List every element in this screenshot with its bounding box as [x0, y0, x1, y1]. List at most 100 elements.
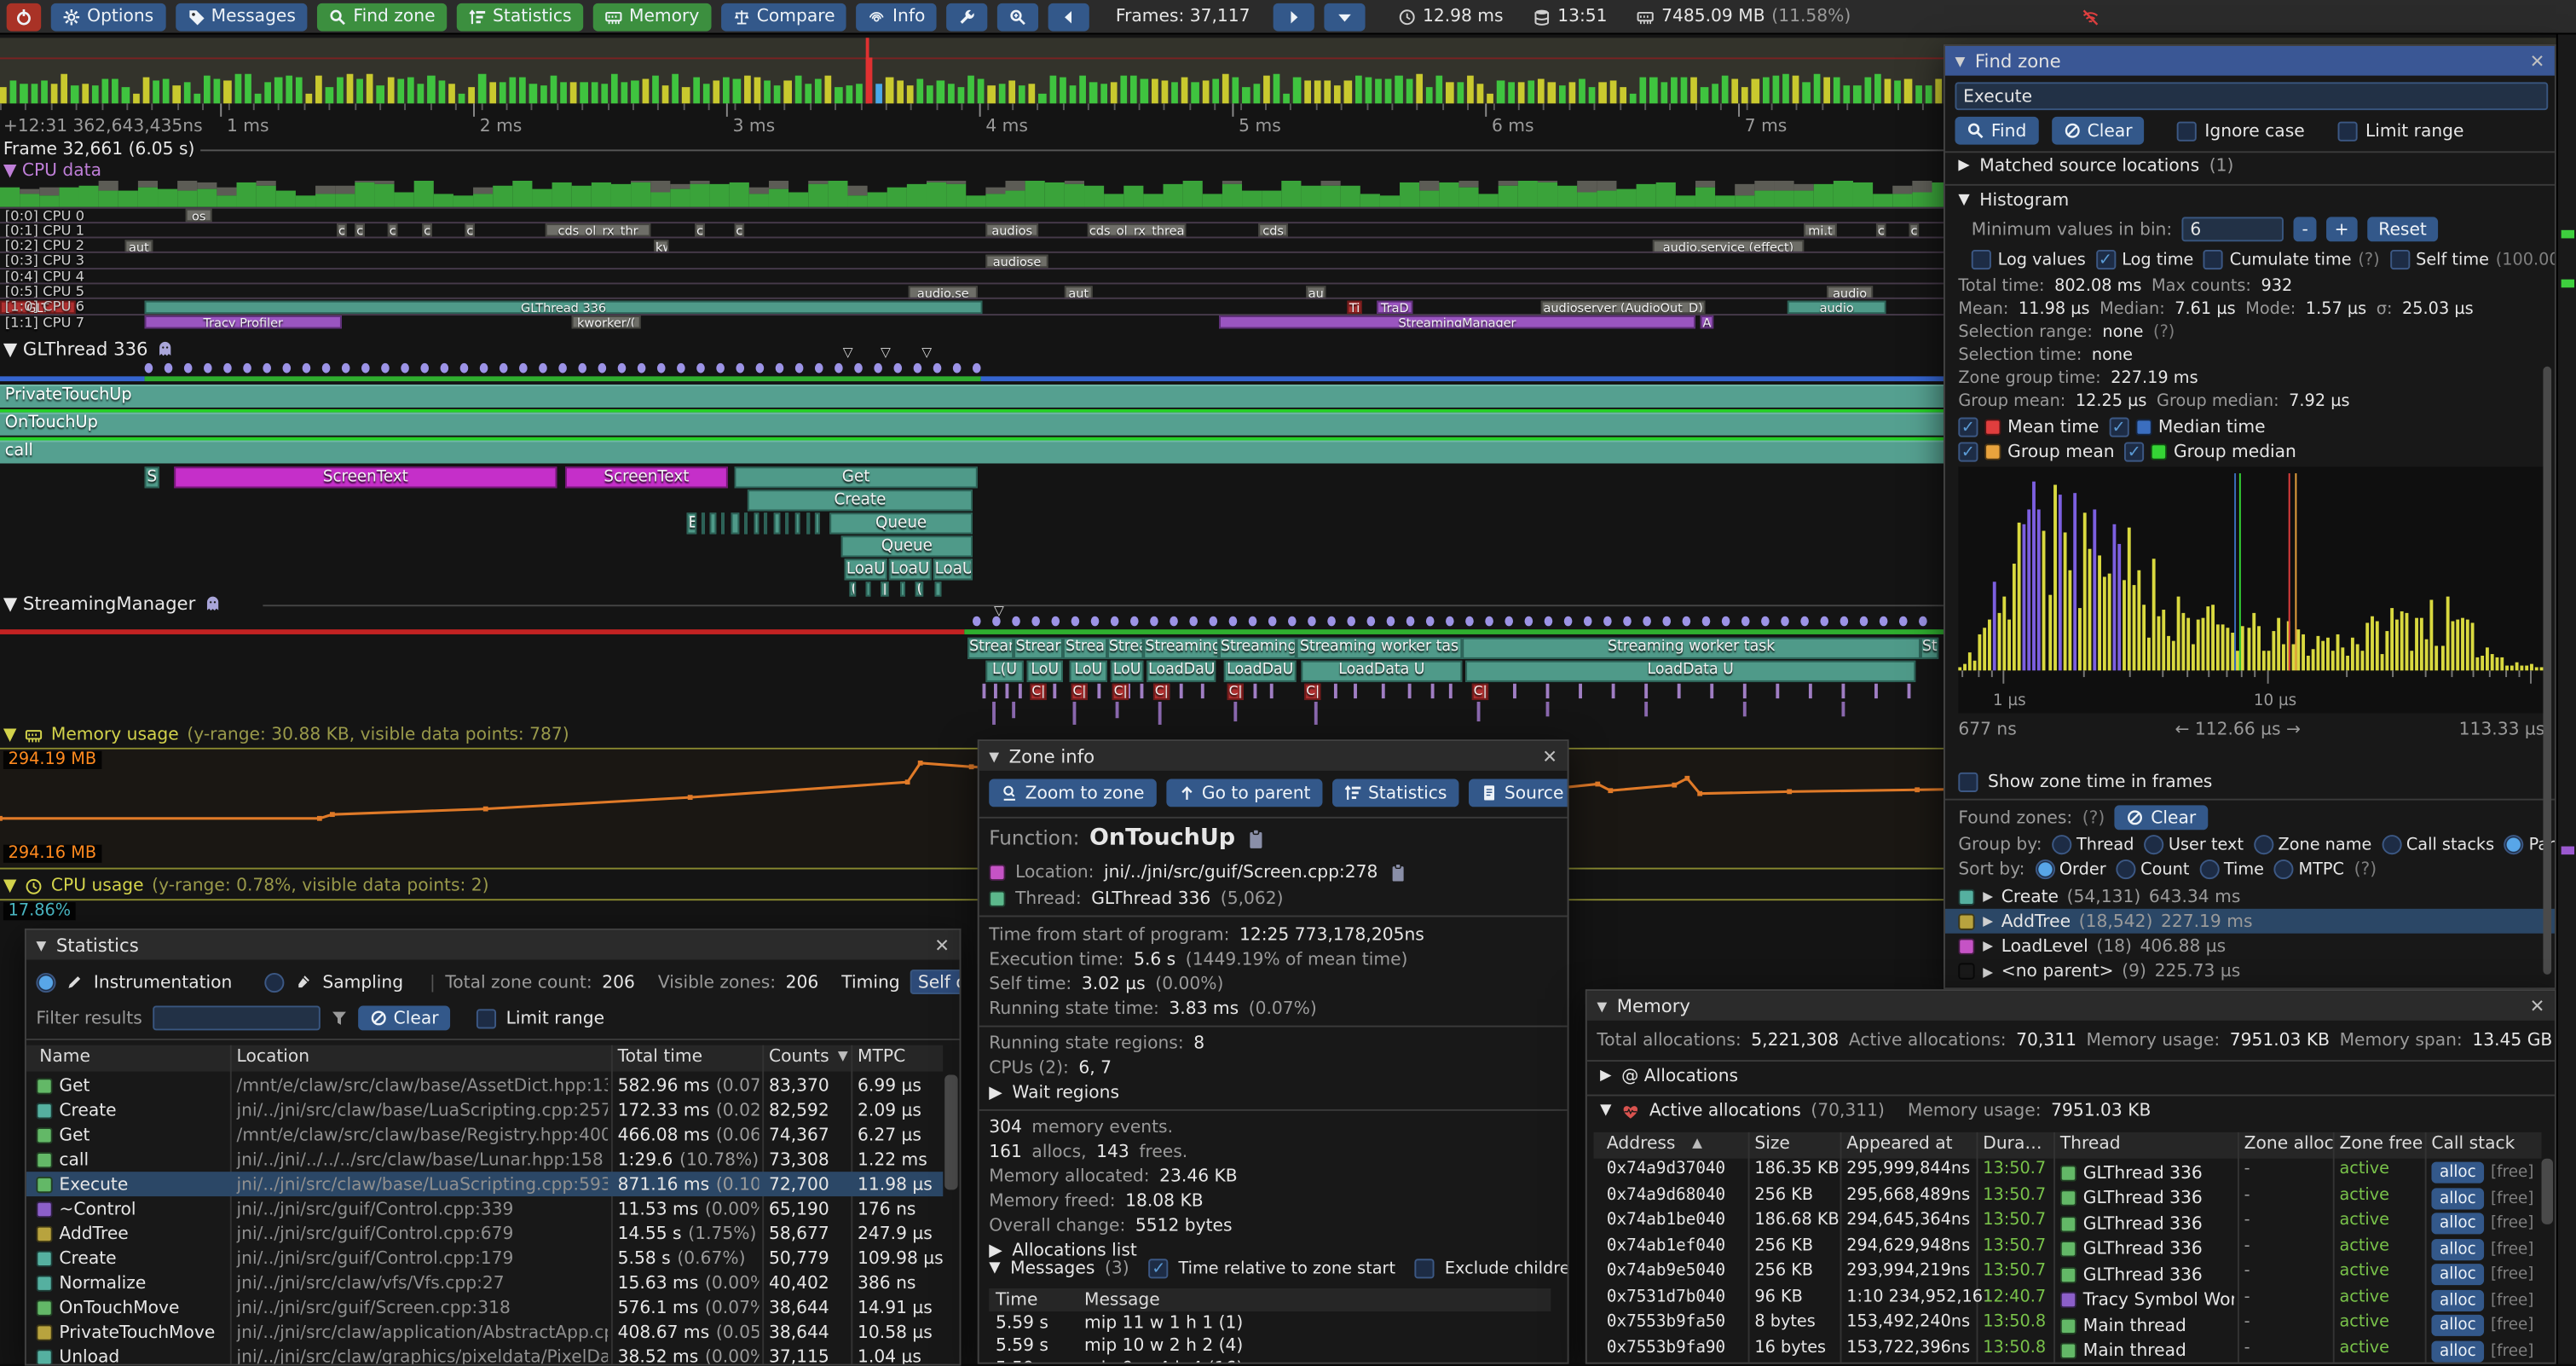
- memory-scrollbar[interactable]: [2542, 1159, 2553, 1224]
- table-row[interactable]: 0x74ab1ef040256 KB294,629,948ns13:50.7GL…: [1593, 1236, 2541, 1261]
- frame-bar[interactable]: [305, 94, 312, 104]
- timeline-zone[interactable]: [702, 512, 705, 534]
- options-button[interactable]: Options: [51, 3, 165, 31]
- column-header[interactable]: Total time: [618, 1047, 702, 1067]
- frame-bar[interactable]: [428, 76, 435, 103]
- frame-bar[interactable]: [1457, 83, 1464, 103]
- frame-bar[interactable]: [346, 74, 353, 103]
- timeline-zone[interactable]: [764, 512, 767, 534]
- cpu-zone[interactable]: audio: [1827, 285, 1873, 298]
- cpu-zone[interactable]: audio.service (effect): [1653, 240, 1804, 252]
- frame-bar[interactable]: [407, 78, 414, 104]
- cpu-zone[interactable]: c: [1876, 224, 1886, 237]
- frame-bar[interactable]: [1212, 79, 1219, 104]
- frame-bar[interactable]: [1915, 86, 1921, 104]
- frame-bar[interactable]: [1222, 75, 1229, 104]
- frame-bar[interactable]: [1294, 77, 1301, 103]
- sampling-radio[interactable]: [265, 972, 285, 992]
- cpu-zone[interactable]: StreamingManager: [1219, 315, 1695, 328]
- frame-bar[interactable]: [1090, 82, 1097, 103]
- frame-bar[interactable]: [1772, 75, 1779, 104]
- cpu-zone[interactable]: audiose: [985, 255, 1048, 268]
- timeline-zone[interactable]: LoaU: [845, 559, 887, 580]
- cpu-zone[interactable]: c: [695, 224, 705, 237]
- frame-bar[interactable]: [662, 86, 669, 104]
- matched-source-locations-expander[interactable]: ▶Matched source locations(1): [1958, 156, 2244, 176]
- timeline-zone[interactable]: Streaming worker tas: [1297, 638, 1463, 658]
- message-row[interactable]: 5.59 smip 10 w 2 h 2 (4): [989, 1336, 1551, 1359]
- found-zone-group[interactable]: ▶<no parent>(9)225.73 µs: [1945, 959, 2556, 984]
- log-time-checkbox[interactable]: [2095, 250, 2115, 269]
- next-frame-button[interactable]: [1274, 3, 1314, 31]
- active-allocations-expander[interactable]: ▼ Active allocations (70,311) Memory usa…: [1600, 1101, 2161, 1120]
- message-marker[interactable]: ▽: [843, 345, 853, 360]
- frame-bar[interactable]: [713, 80, 719, 104]
- frame-bar[interactable]: [367, 74, 373, 104]
- frame-bar[interactable]: [1528, 80, 1534, 104]
- table-row[interactable]: Normalizejni/../jni/src/claw/vfs/Vfs.cpp…: [26, 1270, 943, 1295]
- table-row[interactable]: Unloadjni/../jni/src/claw/graphics/pixel…: [26, 1345, 943, 1366]
- frame-bar[interactable]: [1854, 84, 1861, 103]
- current-frame-marker[interactable]: [866, 38, 869, 103]
- found-zone-group[interactable]: ▶LoadLevel(18)406.88 µs: [1945, 934, 2556, 958]
- alloc-callstack-button[interactable]: alloc: [2431, 1264, 2484, 1285]
- frame-bar[interactable]: [1609, 81, 1616, 103]
- frame-bar[interactable]: [1202, 80, 1209, 104]
- ignore-case-checkbox[interactable]: Ignore case: [2177, 121, 2305, 141]
- column-header[interactable]: MTPC: [858, 1047, 905, 1067]
- frame-bar[interactable]: [1681, 78, 1688, 103]
- timeline-zone[interactable]: Streaming: [1143, 638, 1219, 658]
- cpu-zone[interactable]: c: [355, 224, 365, 237]
- messages-button[interactable]: Messages: [175, 3, 307, 31]
- cpu-zone[interactable]: c: [337, 224, 347, 237]
- frame-bar[interactable]: [1823, 77, 1830, 103]
- group-by-user-text-radio[interactable]: [2144, 835, 2163, 854]
- cpu-zone[interactable]: kw: [654, 240, 668, 252]
- frame-bar[interactable]: [794, 76, 801, 104]
- frame-bar[interactable]: [1344, 80, 1351, 104]
- timeline-zone[interactable]: [785, 512, 788, 534]
- frame-bar[interactable]: [560, 83, 567, 104]
- frame-bar[interactable]: [214, 78, 221, 103]
- frame-bar[interactable]: [1406, 79, 1412, 104]
- timeline-zone[interactable]: Streaming worker task: [1462, 638, 1920, 658]
- funnel-icon[interactable]: [329, 1009, 347, 1027]
- frame-bar[interactable]: [1151, 78, 1158, 103]
- frame-bar[interactable]: [418, 84, 425, 104]
- frame-bar[interactable]: [31, 84, 38, 103]
- frame-bar[interactable]: [1039, 94, 1046, 104]
- timeline-zone[interactable]: C|: [1071, 684, 1088, 700]
- find-button[interactable]: Find: [1955, 117, 2037, 145]
- frame-bar[interactable]: [1538, 79, 1545, 104]
- timeline-zone[interactable]: C|: [1227, 684, 1244, 700]
- frame-bar[interactable]: [193, 94, 200, 104]
- cpu-zone[interactable]: A: [1701, 315, 1713, 328]
- cpu-zone[interactable]: audios: [985, 224, 1038, 237]
- column-header[interactable]: Thread: [2060, 1134, 2121, 1154]
- column-header[interactable]: Call stack: [2431, 1134, 2515, 1154]
- frame-bar[interactable]: [92, 86, 99, 103]
- frame-bar[interactable]: [1721, 75, 1728, 103]
- table-row[interactable]: 0x7531d7b04096 KB1:10 234,952,16112:40.7…: [1593, 1288, 2541, 1312]
- column-header[interactable]: Location: [237, 1047, 310, 1067]
- timeline-zone[interactable]: LoadData U: [1301, 661, 1462, 681]
- frame-bar[interactable]: [1517, 83, 1524, 104]
- frame-bar[interactable]: [856, 84, 863, 103]
- frame-bar[interactable]: [611, 74, 618, 103]
- column-header[interactable]: Appeared at: [1846, 1134, 1952, 1154]
- cpu-zone[interactable]: mi.t: [1804, 224, 1837, 237]
- frame-bar[interactable]: [1467, 75, 1474, 104]
- frame-bar[interactable]: [1100, 84, 1107, 103]
- frame-bar[interactable]: [1181, 78, 1188, 104]
- self-time-checkbox[interactable]: [2389, 250, 2409, 269]
- cpu-zone[interactable]: GLThread 336: [145, 300, 983, 313]
- frame-bar[interactable]: [1935, 78, 1942, 103]
- alloc-callstack-button[interactable]: alloc: [2431, 1289, 2484, 1311]
- cumulate-time-checkbox[interactable]: [2203, 250, 2223, 269]
- limit-range-checkbox[interactable]: Limit range: [2337, 121, 2463, 141]
- frame-bar[interactable]: [764, 80, 771, 104]
- timeline-zone[interactable]: |-: [881, 582, 889, 596]
- frame-bar[interactable]: [652, 76, 659, 103]
- frame-bar[interactable]: [1507, 82, 1514, 103]
- timeline-zone[interactable]: Create: [748, 489, 973, 511]
